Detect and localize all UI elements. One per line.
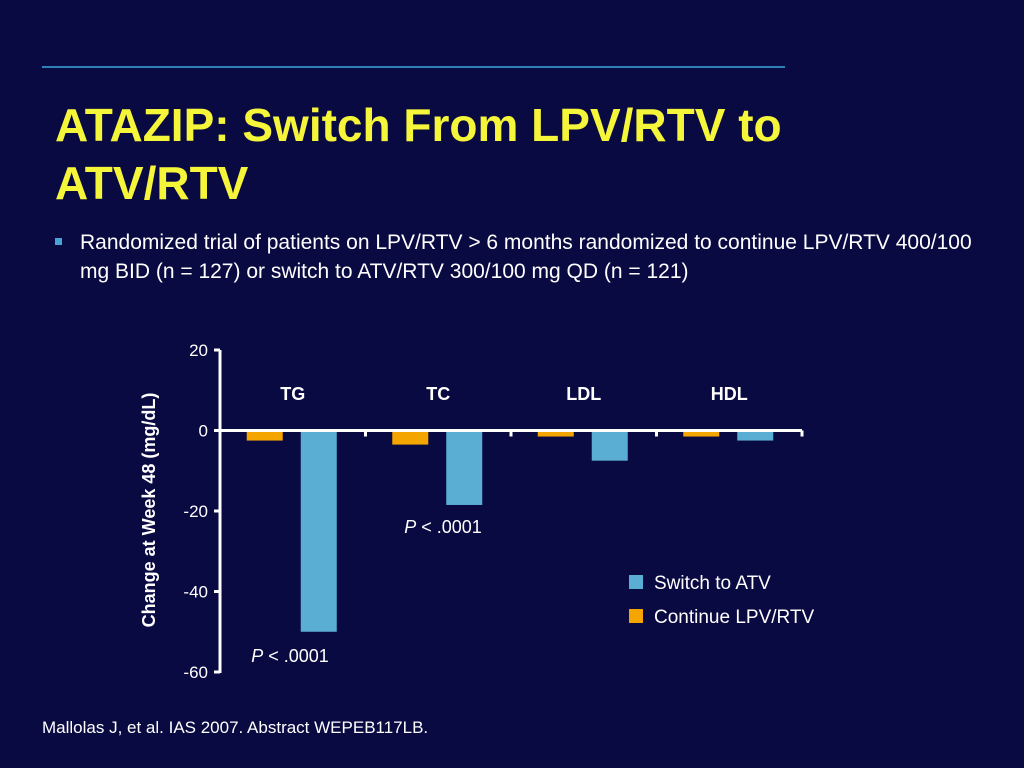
legend-swatch <box>629 609 643 623</box>
bar-hdl-switch <box>737 430 774 441</box>
bar-hdl-continue <box>683 430 720 437</box>
bar-ldl-continue <box>537 430 574 437</box>
category-label: LDL <box>566 384 601 404</box>
citation-footer: Mallolas J, et al. IAS 2007. Abstract WE… <box>42 718 429 737</box>
bullet-text: Randomized trial of patients on LPV/RTV … <box>80 231 972 283</box>
bar-tc-switch <box>446 430 483 505</box>
category-label: TG <box>280 384 305 404</box>
slide-title: ATAZIP: Switch From LPV/RTV to ATV/RTV <box>55 96 955 212</box>
p-value-annotation: P < .0001 <box>404 517 482 537</box>
category-label: TC <box>426 384 450 404</box>
bullet-list: Randomized trial of patients on LPV/RTV … <box>55 228 975 286</box>
title-line-1: ATAZIP: Switch From LPV/RTV to <box>55 99 782 151</box>
title-rule <box>42 66 785 68</box>
square-bullet-icon <box>55 238 62 245</box>
legend-swatch <box>629 575 643 589</box>
legend-label: Continue LPV/RTV <box>654 607 815 628</box>
y-tick-label: -20 <box>183 502 208 521</box>
bar-tg-continue <box>246 430 283 441</box>
y-tick-label: -60 <box>183 663 208 682</box>
y-axis-title: Change at Week 48 (mg/dL) <box>139 393 159 628</box>
bar-tc-continue <box>392 430 429 445</box>
bullet-item: Randomized trial of patients on LPV/RTV … <box>55 228 975 286</box>
y-tick-label: -40 <box>183 583 208 602</box>
bar-tg-switch <box>300 430 337 632</box>
p-value-annotation: P < .0001 <box>251 646 329 666</box>
title-line-2: ATV/RTV <box>55 157 249 209</box>
y-tick-label: 0 <box>199 422 208 441</box>
category-label: HDL <box>711 384 748 404</box>
y-tick-label: 20 <box>189 341 208 360</box>
bar-ldl-switch <box>591 430 628 461</box>
legend-label: Switch to ATV <box>654 573 771 594</box>
